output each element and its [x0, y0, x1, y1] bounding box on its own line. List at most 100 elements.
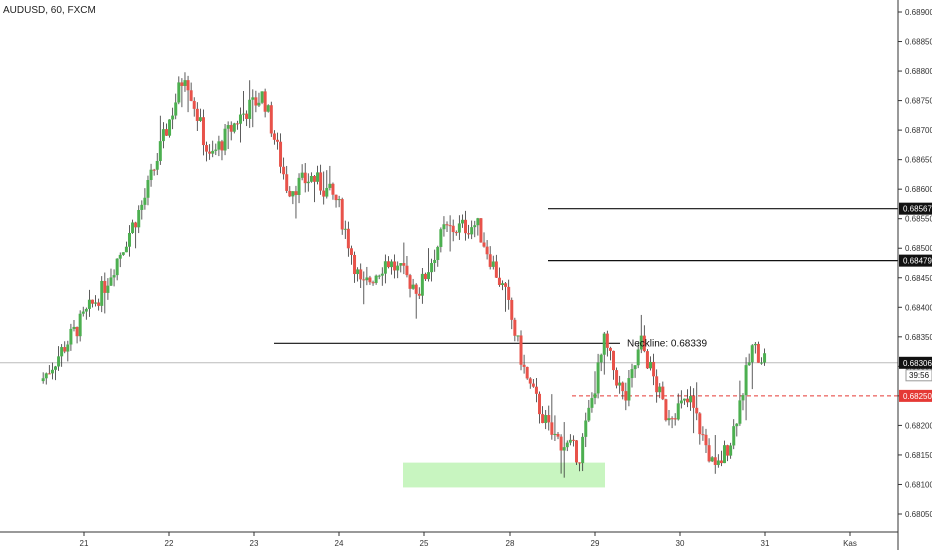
candle-up	[633, 365, 637, 370]
candle-up	[753, 343, 757, 346]
candle-up	[658, 386, 662, 393]
candle-down	[575, 440, 579, 463]
candle-up	[143, 197, 147, 205]
candle-down	[479, 218, 483, 243]
y-tick-label: 0.68350	[905, 333, 932, 342]
candle-up	[544, 415, 548, 424]
candle-up	[226, 125, 230, 129]
candle-down	[692, 396, 696, 408]
candle-down	[279, 141, 283, 167]
candle-up	[177, 82, 181, 103]
candle-down	[608, 347, 612, 351]
candle-up	[50, 369, 54, 374]
target-1-badge-label: 0.68567	[903, 205, 932, 214]
x-tick-label: 21	[80, 539, 89, 548]
stop-loss-badge	[899, 389, 932, 402]
candle-down	[451, 225, 455, 233]
candle-up	[470, 227, 474, 235]
candle-down	[254, 97, 258, 106]
candle-up	[291, 191, 295, 197]
candle-down	[331, 183, 335, 195]
candle-down	[605, 333, 609, 348]
y-tick-label: 0.68750	[905, 97, 932, 106]
candle-up	[593, 393, 597, 399]
candle-down	[97, 302, 101, 306]
candle-down	[510, 299, 514, 320]
candle-up	[158, 141, 162, 162]
candle-up	[87, 299, 91, 309]
candle-up	[57, 356, 61, 367]
candle-up	[81, 311, 85, 314]
candle-up	[476, 218, 480, 226]
candle-up	[741, 395, 745, 401]
candle-down	[645, 351, 649, 369]
candle-down	[695, 407, 699, 414]
candle-down	[192, 100, 196, 109]
candle-down	[180, 82, 184, 86]
y-tick-label: 0.68050	[905, 510, 932, 519]
candle-up	[602, 333, 606, 355]
candle-down	[303, 172, 307, 184]
candle-up	[618, 382, 622, 386]
candle-up	[568, 439, 572, 443]
candle-up	[251, 97, 255, 100]
candle-up	[297, 177, 301, 195]
candle-up	[411, 284, 415, 289]
candle-up	[72, 326, 76, 329]
candle-down	[704, 434, 708, 446]
candle-down	[205, 145, 209, 152]
y-tick-label: 0.68550	[905, 215, 932, 224]
candle-up	[729, 445, 733, 456]
candle-up	[377, 275, 381, 277]
candle-down	[75, 326, 79, 337]
candle-down	[615, 370, 619, 386]
candle-up	[383, 261, 387, 274]
candle-down	[245, 113, 249, 119]
candle-up	[260, 91, 264, 103]
candle-down	[612, 350, 616, 371]
candle-down	[513, 319, 517, 336]
support-zone	[403, 462, 605, 488]
candle-up	[732, 426, 736, 446]
x-tick-label: 22	[165, 539, 174, 548]
candle-down	[229, 125, 233, 132]
candle-up	[667, 418, 671, 421]
candle-up	[553, 433, 557, 435]
candle-up	[118, 254, 122, 259]
candle-down	[164, 129, 168, 136]
candle-up	[248, 99, 252, 119]
candle-up	[232, 123, 236, 132]
candle-down	[494, 261, 498, 278]
candle-down	[488, 254, 492, 267]
x-tick-label: Kas	[843, 539, 857, 548]
candle-down	[340, 199, 344, 230]
y-tick-label: 0.68150	[905, 451, 932, 460]
candle-down	[571, 439, 575, 441]
y-tick-label: 0.68650	[905, 156, 932, 165]
candle-down	[578, 462, 582, 464]
candle-up	[365, 277, 369, 281]
candle-down	[359, 269, 363, 280]
candle-down	[152, 169, 156, 171]
candle-down	[405, 265, 409, 276]
candle-up	[630, 369, 634, 379]
candle-up	[131, 222, 135, 233]
candle-down	[272, 133, 276, 140]
candles-layer	[41, 72, 767, 478]
candle-up	[439, 229, 443, 247]
y-tick-label: 0.68100	[905, 480, 932, 489]
candle-up	[565, 442, 569, 448]
symbol-title[interactable]: AUDUSD, 60, FXCM	[3, 5, 96, 16]
candle-up	[168, 119, 172, 136]
candle-up	[374, 275, 378, 283]
candle-up	[581, 436, 585, 464]
candle-down	[220, 141, 224, 151]
candle-down	[362, 279, 366, 281]
candle-up	[587, 407, 591, 421]
candle-up	[420, 273, 424, 296]
candle-up	[84, 308, 88, 312]
candle-up	[306, 181, 310, 184]
